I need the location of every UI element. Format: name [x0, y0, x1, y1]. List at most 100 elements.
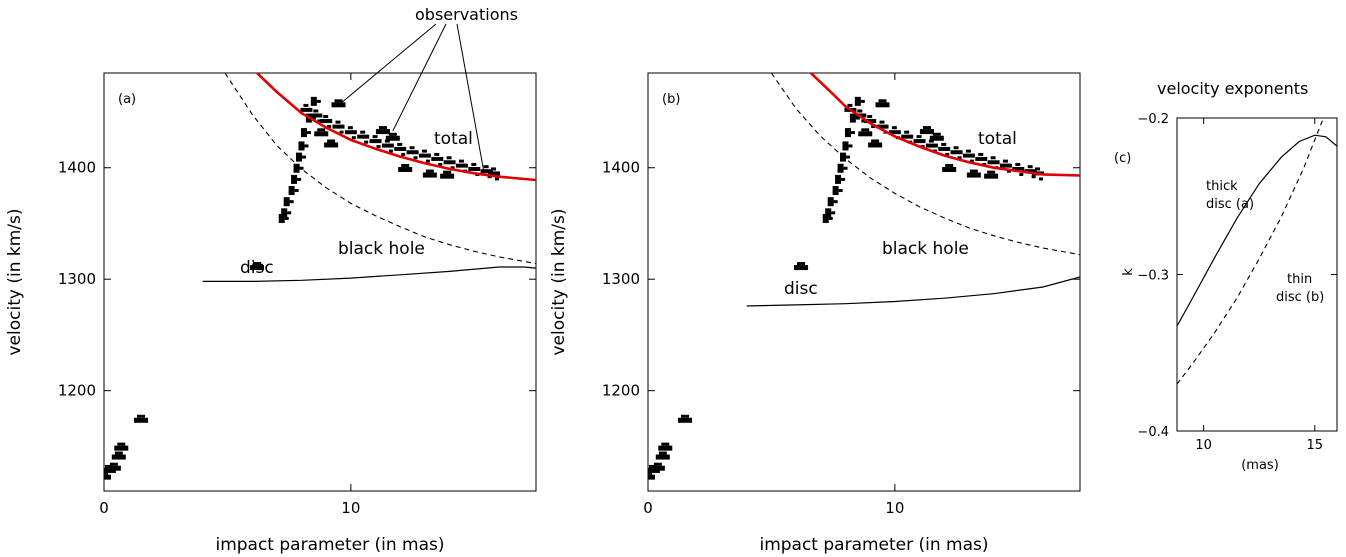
obs-point [969, 159, 974, 163]
series-line-total [256, 73, 536, 182]
panel-c-thick-label-1: thick [1206, 179, 1238, 194]
series-line-thick [1177, 134, 1337, 327]
obs-point [888, 130, 901, 135]
obs-point [117, 442, 126, 446]
panel-b-frame [647, 72, 1081, 492]
obs-point [334, 99, 343, 103]
obs-point [1012, 166, 1025, 171]
obs-point [311, 116, 316, 120]
obs-point [327, 139, 336, 143]
obs-point [987, 170, 996, 174]
obs-point [648, 471, 652, 475]
panel-a: (a) 0 10 1200 1300 1400 total black hole dis… [5, 72, 537, 555]
obs-point [431, 156, 444, 161]
obs-point [658, 451, 667, 455]
obs-point [837, 163, 844, 173]
observations-label: observations [415, 5, 518, 24]
panel-c-title: velocity exponents [1157, 79, 1308, 98]
obs-point [858, 131, 873, 137]
y-tick-label: 1400 [58, 159, 96, 177]
obs-point [488, 171, 501, 176]
obs-point [283, 197, 290, 207]
obs-point [846, 155, 851, 159]
obs-point [978, 152, 984, 156]
obs-point [938, 146, 951, 151]
obs-point [871, 139, 880, 143]
obs-point [941, 142, 947, 146]
obs-point [942, 166, 957, 172]
obs-point [418, 153, 431, 158]
panel-b: (b) 0 10 1200 1300 1400 total black hole dis… [549, 72, 1081, 555]
obs-point [678, 417, 693, 423]
obs-point [835, 174, 842, 184]
obs-point [483, 165, 489, 169]
obs-point [114, 445, 129, 451]
obs-point [658, 445, 673, 451]
obs-point [491, 167, 497, 171]
obs-point [855, 116, 860, 120]
obs-point [310, 96, 317, 106]
obs-point [250, 265, 265, 271]
y-tick-label: 1300 [602, 270, 640, 288]
obs-point [661, 442, 670, 446]
obs-point [316, 99, 321, 103]
obs-point [1031, 175, 1036, 179]
panel-a-obs [90, 96, 501, 484]
obs-point [990, 156, 996, 160]
panel-c-curves [1177, 118, 1337, 385]
obs-point [317, 128, 326, 132]
x-tick-label: 10 [885, 499, 904, 517]
obs-point [296, 152, 303, 162]
obs-point [310, 113, 323, 118]
obs-point [841, 177, 846, 181]
obs-point [495, 177, 500, 181]
obs-point [298, 141, 305, 151]
obs-point [969, 169, 978, 173]
obs-point [1006, 169, 1011, 173]
obs-point [332, 124, 345, 129]
obs-point [875, 102, 890, 108]
obs-point [406, 150, 419, 155]
obs-point [90, 479, 104, 484]
obs-point [297, 177, 302, 181]
y-tick-label: 1200 [602, 382, 640, 400]
obs-point [844, 128, 851, 138]
obs-point [384, 139, 390, 143]
obs-point [966, 172, 981, 178]
panel-a-ylabel: velocity (in km/s) [5, 209, 25, 356]
obs-point [471, 162, 477, 166]
callout-line [340, 23, 437, 104]
obs-point [1039, 177, 1044, 181]
panel-a-label: (a) [118, 92, 136, 107]
obs-point [339, 130, 344, 134]
obs-point [109, 462, 118, 466]
obs-point [397, 142, 403, 146]
series-line-disc [746, 276, 1080, 307]
series-line-total [810, 73, 1080, 177]
obs-point [932, 132, 941, 136]
obs-point [861, 128, 870, 132]
series-line-black_hole [770, 73, 1080, 256]
obs-point [375, 129, 390, 135]
obs-point [443, 170, 452, 174]
obs-point [327, 125, 332, 129]
obs-point [104, 467, 116, 473]
obs-point [854, 96, 861, 106]
obs-point [401, 163, 410, 167]
obs-point [438, 162, 443, 166]
obs-point [904, 130, 910, 134]
obs-point [681, 414, 690, 418]
obs-point [842, 141, 849, 151]
obs-point [306, 131, 311, 135]
panel-a-disc-label: disc [240, 258, 274, 278]
obs-point [313, 109, 319, 113]
obs-point [351, 136, 356, 140]
obs-point [323, 115, 329, 119]
obs-point [253, 262, 262, 266]
panel-c-ylabel: k [1121, 268, 1136, 276]
obs-point [861, 119, 866, 123]
obs-point [825, 208, 832, 218]
obs-point [648, 474, 655, 480]
obs-point [913, 139, 926, 144]
obs-point [434, 152, 440, 156]
